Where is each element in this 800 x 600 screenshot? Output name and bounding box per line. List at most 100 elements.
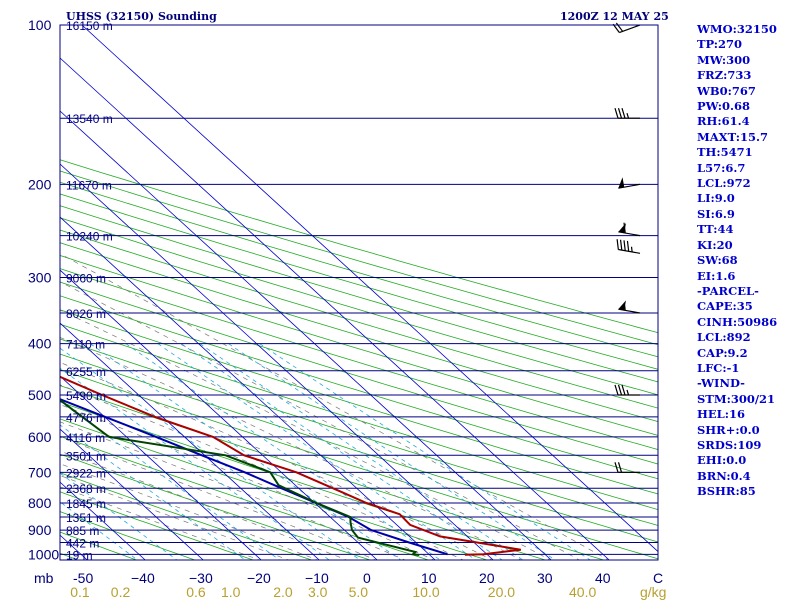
index-row: SW:68: [697, 253, 738, 268]
index-row: L57:6.7: [697, 160, 746, 175]
wind-barbs: [612, 22, 641, 473]
plot-frame: [59, 24, 659, 561]
mixing-ratio-line: [199, 343, 524, 560]
index-row: LI:9.0: [697, 191, 735, 206]
chart-title-right: 1200Z 12 MAY 25: [560, 10, 669, 23]
index-row: WMO:32150: [697, 22, 777, 36]
mixing-ratio-line: [60, 424, 246, 560]
wind-barb: [614, 384, 640, 396]
temperature-tick-label: −10: [305, 570, 329, 586]
dry-adiabat-line: [60, 268, 658, 450]
height-label: 4776 m: [66, 411, 106, 425]
pressure-tick-label: 600: [28, 429, 52, 445]
index-row: RH:61.4: [697, 114, 750, 129]
isotherm-line: [81, 25, 658, 553]
dry-adiabat-line: [60, 338, 658, 526]
wind-barb: [618, 177, 641, 189]
index-row: SI:6.9: [697, 206, 735, 221]
dry-adiabat-line: [60, 435, 430, 560]
dry-adiabat-line: [60, 229, 658, 409]
pressure-tick-label: 300: [28, 270, 52, 286]
dry-adiabat-line: [60, 205, 658, 383]
wind-barb: [618, 300, 641, 314]
dry-adiabat-line: [60, 323, 658, 511]
moist-adiabat-line: [60, 421, 406, 560]
mixing-ratio-tick-label: 20.0: [488, 584, 515, 600]
sounding-profiles: [60, 375, 521, 556]
height-label: 442 m: [66, 537, 99, 551]
mixing-ratio-tick-label: 2.0: [273, 584, 293, 600]
dry-adiabat-line: [60, 170, 658, 346]
pressure-tick-label: 700: [28, 464, 52, 480]
mixing-ratio-line: [60, 400, 281, 560]
isotherm-line: [60, 375, 262, 560]
dry-adiabat-line: [60, 281, 658, 465]
height-label: 13540 m: [66, 112, 113, 126]
pressure-unit-label: mb: [34, 570, 54, 586]
isotherm-line: [60, 428, 204, 560]
index-row: LFC:-1: [697, 360, 740, 375]
pressure-tick-label: 500: [28, 387, 52, 403]
dry-adiabat-line: [60, 255, 658, 436]
temperature-tick-label: 0: [363, 570, 371, 586]
moist-adiabats: [60, 253, 610, 560]
index-row: LCL:972: [697, 176, 751, 191]
moist-adiabat-line: [60, 404, 435, 560]
dry-adiabat-line: [60, 217, 658, 396]
wind-barb: [618, 222, 641, 237]
wind-barb: [614, 462, 640, 473]
isotherm-line: [60, 216, 436, 560]
index-row: LCL:892: [697, 330, 751, 345]
height-label: 4116 m: [66, 431, 105, 445]
index-row: SHR+:0.0: [697, 422, 760, 437]
index-row: MAXT:15.7: [697, 129, 768, 144]
wind-barb: [612, 22, 641, 34]
isotherm-line: [60, 57, 610, 560]
mixing-ratio-line: [90, 343, 402, 560]
index-row: TP:270: [697, 37, 743, 52]
index-row: TT:44: [697, 222, 734, 237]
mixing-ratio-tick-label: 1.0: [221, 584, 241, 600]
pressure-tick-label: 100: [28, 17, 52, 33]
moist-adiabat-line: [60, 253, 610, 560]
height-label: 5490 m: [66, 389, 106, 403]
height-label: 2922 m: [66, 466, 106, 480]
dry-adiabats: [60, 159, 658, 560]
moist-adiabat-line: [60, 281, 581, 560]
index-row: STM:300/21: [697, 391, 776, 406]
mixing-ratio-line: [259, 343, 592, 560]
moist-adiabat-line: [60, 362, 493, 560]
index-row: BSHR:85: [697, 484, 756, 499]
height-label: 11670 m: [66, 178, 112, 192]
height-label: 7110 m: [66, 338, 105, 352]
index-row: WB0:767: [697, 83, 756, 98]
index-row: SRDS:109: [697, 437, 762, 452]
isotherm-line: [60, 269, 378, 560]
dry-adiabat-line: [60, 453, 372, 560]
index-row: -PARCEL-: [697, 283, 759, 298]
height-label: 16150 m: [66, 19, 113, 33]
mixing-ratio-line: [60, 367, 331, 560]
index-row: CAPE:35: [697, 299, 753, 314]
isotherm-line: [60, 322, 320, 560]
index-row: -WIND-: [697, 376, 745, 391]
sounding-indices-panel: WMO:32150 TP:270 MW:300 FRZ:733 WB0:767 PW:0.…: [697, 22, 800, 500]
isotherm-line: [60, 163, 494, 560]
mixing-ratio-tick-label: 0.1: [70, 584, 90, 600]
index-row: CAP:9.2: [697, 345, 748, 360]
mixing-ratio-tick-label: 0.2: [111, 584, 131, 600]
mixing-ratio-lines: [60, 343, 592, 560]
dry-adiabat-line: [60, 181, 658, 358]
temperature-line: [60, 375, 521, 556]
dry-adiabat-line: [60, 511, 197, 560]
temperature-tick-label: -50: [73, 570, 93, 586]
moist-adiabat-line: [60, 436, 377, 560]
height-label: 1351 m: [66, 511, 106, 525]
temperature-tick-label: −40: [131, 570, 155, 586]
height-label: 2368 m: [66, 482, 106, 496]
height-label: 8026 m: [66, 307, 106, 321]
index-row: EI:1.6: [697, 268, 736, 283]
height-label: 1845 m: [66, 497, 106, 511]
